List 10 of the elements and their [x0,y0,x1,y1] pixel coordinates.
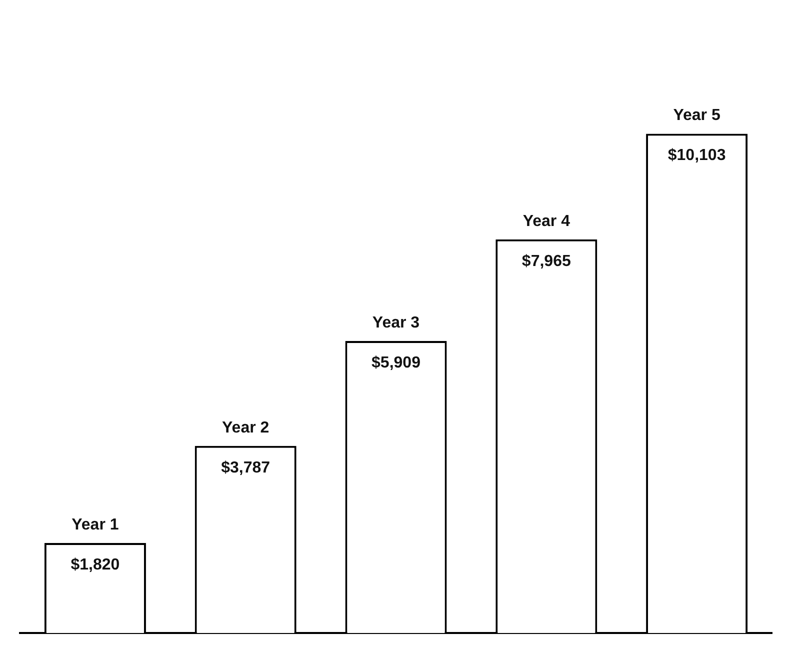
x-tick-label: Year 4 [522,212,570,230]
x-tick-label: Year 5 [673,107,720,124]
x-tick-label: Year 1 [72,516,119,534]
data-label: $7,965 [522,252,571,270]
data-label: $1,820 [70,556,120,574]
data-label: $10,103 [668,147,726,164]
x-tick-label: Year 2 [222,419,270,436]
x-tick-label: Year 3 [372,314,420,332]
data-label: $3,787 [221,459,270,476]
data-label: $5,909 [372,354,421,372]
